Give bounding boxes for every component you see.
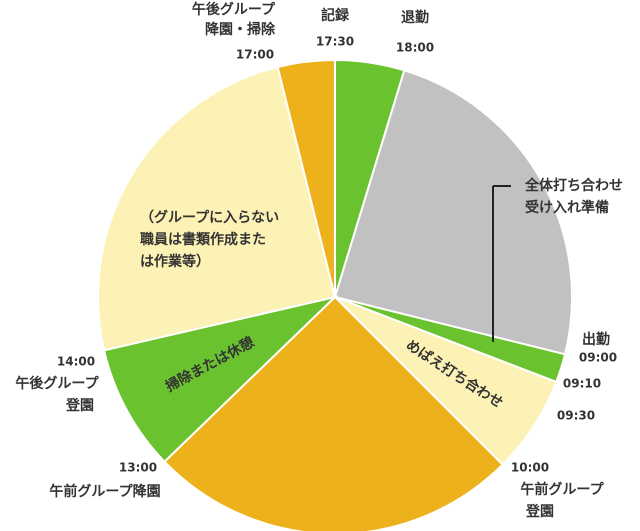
time-label: 09:10 [563,377,601,391]
annotation: 午後グループ [192,1,276,18]
time-label: 09:00 [579,351,617,365]
annotation: 記録 [321,7,350,24]
time-label: 09:30 [557,409,595,423]
slice-label: （グループに入らない [140,209,279,226]
annotation: 午後グループ [15,375,99,392]
time-label: 18:00 [396,41,434,55]
slice-label: は作業等） [140,253,210,270]
time-label: 10:00 [511,461,549,475]
pie-slice [333,69,573,356]
annotation: 全体打ち合わせ [524,177,623,194]
annotation: 登園 [525,503,554,520]
annotation: 降園・掃除 [205,21,276,38]
pie-slice [97,65,337,352]
pie-slice [163,295,504,531]
time-label: 17:30 [316,35,354,49]
annotation: 出勤 [582,331,610,348]
slice-label: 職員は書類作成また [140,231,266,248]
pie-slice [102,295,339,464]
annotation: 退勤 [401,9,429,26]
time-label: 14:00 [57,355,95,369]
pie-slice [276,58,336,298]
annotation: 午前グループ降園 [49,483,160,500]
annotation: 登園 [65,397,94,414]
annotation: 午前グループ [520,481,604,498]
time-label: 13:00 [119,461,157,475]
annotation: 受け入れ準備 [525,199,609,216]
time-label: 17:00 [236,48,274,62]
